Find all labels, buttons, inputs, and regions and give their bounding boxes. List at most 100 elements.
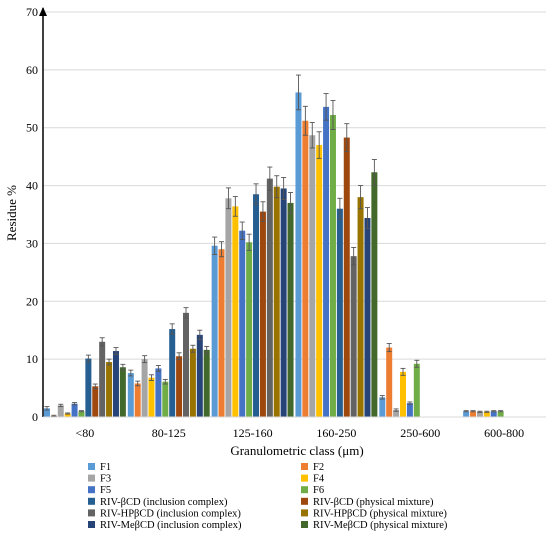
bar xyxy=(225,198,232,417)
bar xyxy=(203,349,210,417)
bar xyxy=(490,411,497,417)
x-tick-label: 160-250 xyxy=(316,426,356,440)
y-axis-tick-labels: 0 10 20 30 40 50 60 70 xyxy=(26,5,38,424)
bar xyxy=(371,172,378,417)
bar xyxy=(497,411,504,417)
bar xyxy=(196,334,203,417)
bar xyxy=(119,367,126,417)
y-tick-label: 60 xyxy=(26,63,38,77)
bar xyxy=(406,403,413,417)
x-tick-label: 250-600 xyxy=(400,426,440,440)
legend-swatch xyxy=(88,497,95,505)
bar xyxy=(323,106,330,417)
bar xyxy=(127,373,134,417)
legend-label: RIV-MeβCD (physical mixture) xyxy=(313,520,448,531)
bar xyxy=(483,411,490,417)
y-axis-label: Residue % xyxy=(4,185,19,241)
legend-swatch xyxy=(88,463,95,470)
bar xyxy=(280,188,287,417)
bar xyxy=(386,347,393,417)
x-tick-label: <80 xyxy=(76,426,95,440)
bar xyxy=(218,249,225,417)
bar xyxy=(99,341,106,417)
legend-label: F1 xyxy=(100,462,111,473)
x-tick-label: 600-800 xyxy=(484,426,524,440)
legend-swatch xyxy=(301,521,308,528)
bar xyxy=(246,242,253,417)
bar xyxy=(134,383,141,417)
bar xyxy=(266,178,273,417)
bar xyxy=(295,92,302,418)
bar xyxy=(413,363,420,417)
bar xyxy=(57,405,64,417)
legend-label: F6 xyxy=(313,485,324,496)
legend-swatch xyxy=(88,486,95,494)
bar xyxy=(400,371,406,417)
bar xyxy=(476,411,483,417)
legend-label: RIV-βCD (physical mixture) xyxy=(313,497,434,508)
legend-label: RIV-βCD (inclusion complex) xyxy=(100,497,228,508)
y-tick-label: 0 xyxy=(32,410,38,424)
bar xyxy=(64,413,71,417)
legend-swatch xyxy=(301,497,308,505)
y-tick-label: 50 xyxy=(26,121,38,135)
bar xyxy=(232,206,239,417)
bar xyxy=(393,410,400,417)
bar xyxy=(357,197,364,417)
legend-label: RIV-MeβCD (inclusion complex) xyxy=(100,520,242,531)
x-tick-label: 80-125 xyxy=(152,426,186,440)
bar xyxy=(364,217,371,417)
bar xyxy=(169,329,176,417)
legend-label: F5 xyxy=(100,485,111,496)
bar xyxy=(350,256,357,417)
bar xyxy=(148,377,155,417)
legend-swatch xyxy=(301,474,308,482)
bar xyxy=(155,368,162,417)
bar xyxy=(176,356,183,417)
y-tick-label: 20 xyxy=(26,294,38,308)
bar xyxy=(239,230,246,417)
bar xyxy=(316,145,323,418)
bar xyxy=(463,411,470,417)
bar xyxy=(183,312,189,417)
x-axis-label: Granulometric class (μm) xyxy=(230,443,363,458)
bar xyxy=(302,120,309,418)
legend-label: RIV-HPβCD (inclusion complex) xyxy=(100,508,241,519)
y-tick-label: 40 xyxy=(26,179,38,193)
legend-label: F4 xyxy=(313,474,325,485)
bar xyxy=(189,348,196,417)
legend-swatch xyxy=(301,509,308,517)
legend-label: F3 xyxy=(100,474,111,485)
legend-swatch xyxy=(88,509,95,517)
bar xyxy=(211,245,218,417)
gridlines xyxy=(43,11,546,360)
bar xyxy=(112,351,119,417)
bar xyxy=(343,137,350,418)
bar xyxy=(309,135,316,417)
bar xyxy=(470,411,477,417)
bar xyxy=(141,359,148,417)
bar xyxy=(329,114,336,417)
bar xyxy=(162,381,169,417)
legend-swatch xyxy=(88,474,95,482)
axes xyxy=(39,7,546,418)
legend-label: RIV-HPβCD (physical mixture) xyxy=(313,508,447,519)
bar xyxy=(71,403,78,417)
legend-label: F2 xyxy=(313,462,324,473)
y-tick-label: 10 xyxy=(26,352,38,366)
bar xyxy=(259,211,266,417)
bar xyxy=(273,186,280,417)
y-tick-label: 30 xyxy=(26,236,38,250)
bar xyxy=(287,202,294,417)
bars xyxy=(43,92,504,418)
legend-swatch xyxy=(88,521,95,528)
error-bars xyxy=(44,74,504,417)
bar xyxy=(43,408,50,417)
bar xyxy=(336,208,343,417)
bar xyxy=(78,411,85,417)
bar xyxy=(379,397,386,417)
bar xyxy=(92,386,99,417)
bar xyxy=(106,362,113,417)
